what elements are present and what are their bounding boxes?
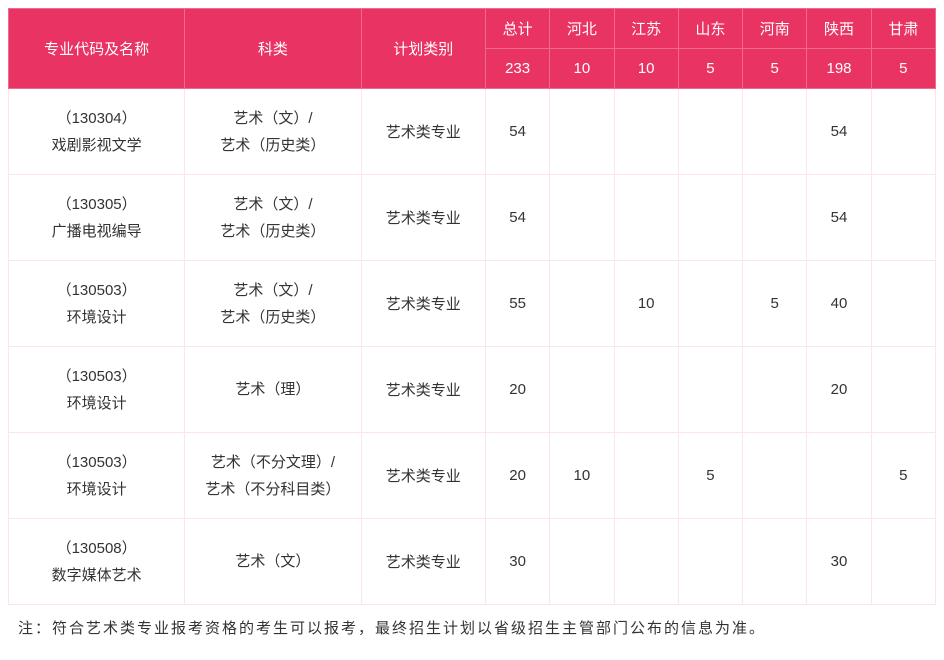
cell-number: 30 bbox=[807, 519, 871, 605]
cell-number: 10 bbox=[550, 433, 614, 519]
cell-number bbox=[871, 347, 935, 433]
cell-number bbox=[678, 89, 742, 175]
cell-number: 30 bbox=[485, 519, 549, 605]
th-province: 河北 bbox=[550, 9, 614, 49]
cell-major: （130503）环境设计 bbox=[9, 347, 185, 433]
cell-number: 20 bbox=[485, 433, 549, 519]
table-row: （130503）环境设计艺术（文）/艺术（历史类）艺术类专业55 10 540 bbox=[9, 261, 936, 347]
cell-number: 10 bbox=[614, 261, 678, 347]
cell-number bbox=[743, 433, 807, 519]
cell-number bbox=[743, 347, 807, 433]
table-header: 专业代码及名称 科类 计划类别 总计 河北 江苏 山东 河南 陕西 甘肃 233… bbox=[9, 9, 936, 89]
cell-number bbox=[678, 347, 742, 433]
cell-number bbox=[871, 175, 935, 261]
cell-number bbox=[614, 519, 678, 605]
th-province: 江苏 bbox=[614, 9, 678, 49]
th-total: 10 bbox=[614, 49, 678, 89]
cell-number: 54 bbox=[807, 175, 871, 261]
cell-number bbox=[550, 347, 614, 433]
th-total: 5 bbox=[743, 49, 807, 89]
cell-major: （130304）戏剧影视文学 bbox=[9, 89, 185, 175]
cell-number bbox=[743, 519, 807, 605]
cell-number: 40 bbox=[807, 261, 871, 347]
cell-number bbox=[678, 261, 742, 347]
cell-major: （130503）环境设计 bbox=[9, 433, 185, 519]
table-row: （130503）环境设计艺术（不分文理）/艺术（不分科目类）艺术类专业2010 5… bbox=[9, 433, 936, 519]
cell-number: 54 bbox=[485, 89, 549, 175]
th-major: 专业代码及名称 bbox=[9, 9, 185, 89]
cell-number: 5 bbox=[871, 433, 935, 519]
th-province: 甘肃 bbox=[871, 9, 935, 49]
th-plantype: 计划类别 bbox=[361, 9, 485, 89]
cell-major: （130503）环境设计 bbox=[9, 261, 185, 347]
cell-category: 艺术（文）/艺术（历史类） bbox=[185, 89, 361, 175]
th-total: 233 bbox=[485, 49, 549, 89]
cell-number: 5 bbox=[743, 261, 807, 347]
cell-plantype: 艺术类专业 bbox=[361, 519, 485, 605]
th-total: 5 bbox=[678, 49, 742, 89]
cell-number bbox=[550, 261, 614, 347]
cell-plantype: 艺术类专业 bbox=[361, 175, 485, 261]
cell-number bbox=[743, 89, 807, 175]
cell-number bbox=[614, 89, 678, 175]
table-row: （130304）戏剧影视文学艺术（文）/艺术（历史类）艺术类专业5454 bbox=[9, 89, 936, 175]
cell-plantype: 艺术类专业 bbox=[361, 89, 485, 175]
cell-plantype: 艺术类专业 bbox=[361, 261, 485, 347]
cell-category: 艺术（理） bbox=[185, 347, 361, 433]
cell-number bbox=[871, 519, 935, 605]
table-row: （130508）数字媒体艺术艺术（文）艺术类专业3030 bbox=[9, 519, 936, 605]
th-total: 5 bbox=[871, 49, 935, 89]
cell-number: 54 bbox=[485, 175, 549, 261]
cell-number: 54 bbox=[807, 89, 871, 175]
cell-number bbox=[678, 175, 742, 261]
cell-category: 艺术（文）/艺术（历史类） bbox=[185, 175, 361, 261]
cell-number bbox=[550, 519, 614, 605]
cell-category: 艺术（不分文理）/艺术（不分科目类） bbox=[185, 433, 361, 519]
enrollment-plan-table: 专业代码及名称 科类 计划类别 总计 河北 江苏 山东 河南 陕西 甘肃 233… bbox=[8, 8, 936, 605]
cell-category: 艺术（文） bbox=[185, 519, 361, 605]
cell-major: （130305）广播电视编导 bbox=[9, 175, 185, 261]
cell-number: 55 bbox=[485, 261, 549, 347]
cell-number bbox=[614, 347, 678, 433]
th-province: 陕西 bbox=[807, 9, 871, 49]
cell-number bbox=[550, 89, 614, 175]
cell-number: 5 bbox=[678, 433, 742, 519]
cell-number: 20 bbox=[807, 347, 871, 433]
th-category: 科类 bbox=[185, 9, 361, 89]
th-province: 山东 bbox=[678, 9, 742, 49]
cell-number bbox=[743, 175, 807, 261]
table-row: （130305）广播电视编导艺术（文）/艺术（历史类）艺术类专业5454 bbox=[9, 175, 936, 261]
cell-number bbox=[678, 519, 742, 605]
cell-number bbox=[550, 175, 614, 261]
th-province: 总计 bbox=[485, 9, 549, 49]
cell-number: 20 bbox=[485, 347, 549, 433]
cell-number bbox=[807, 433, 871, 519]
footnote: 注：符合艺术类专业报考资格的考生可以报考，最终招生计划以省级招生主管部门公布的信… bbox=[8, 617, 936, 638]
th-province: 河南 bbox=[743, 9, 807, 49]
cell-number bbox=[614, 433, 678, 519]
cell-plantype: 艺术类专业 bbox=[361, 347, 485, 433]
cell-number bbox=[614, 175, 678, 261]
table-body: （130304）戏剧影视文学艺术（文）/艺术（历史类）艺术类专业5454（130… bbox=[9, 89, 936, 605]
cell-category: 艺术（文）/艺术（历史类） bbox=[185, 261, 361, 347]
cell-plantype: 艺术类专业 bbox=[361, 433, 485, 519]
cell-number bbox=[871, 89, 935, 175]
th-total: 10 bbox=[550, 49, 614, 89]
cell-major: （130508）数字媒体艺术 bbox=[9, 519, 185, 605]
table-row: （130503）环境设计艺术（理）艺术类专业2020 bbox=[9, 347, 936, 433]
th-total: 198 bbox=[807, 49, 871, 89]
cell-number bbox=[871, 261, 935, 347]
